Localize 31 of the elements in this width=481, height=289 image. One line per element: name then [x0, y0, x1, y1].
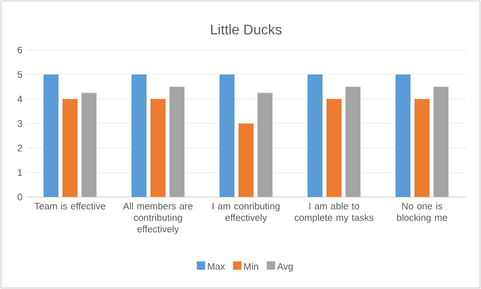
y-tick-label: 0 — [18, 194, 22, 200]
bar — [62, 99, 78, 197]
y-tick-label: 6 — [18, 46, 22, 54]
legend-label: Max — [208, 263, 225, 270]
bar — [132, 74, 147, 197]
x-tick-label: No one is blocking me — [397, 202, 448, 223]
y-tick-label: 4 — [17, 96, 22, 102]
bar — [150, 99, 166, 197]
bar — [82, 92, 97, 197]
bar — [396, 74, 411, 197]
bar — [44, 74, 59, 197]
x-tick-label: I am conributing effectively — [212, 202, 280, 223]
chart-title: Little Ducks — [211, 24, 282, 35]
bar — [308, 74, 323, 197]
x-tick-label: Team is effective — [34, 202, 106, 210]
x-tick-label: I am able to complete my tasks — [294, 202, 374, 223]
bar — [170, 86, 185, 197]
legend-label: Min — [244, 262, 258, 270]
y-tick-label: 2 — [18, 144, 22, 152]
y-tick-label: 3 — [18, 120, 22, 127]
bar — [220, 74, 235, 197]
y-tick-label: 1 — [18, 169, 22, 176]
y-tick-label: 5 — [18, 71, 22, 78]
bar — [326, 99, 342, 197]
bar — [346, 86, 361, 197]
legend-label: Avg — [277, 263, 293, 272]
bar — [238, 124, 254, 197]
bar — [434, 86, 449, 197]
x-tick-label: All members are contributing effectively — [123, 202, 193, 234]
bar — [414, 99, 430, 197]
bar — [258, 92, 273, 197]
